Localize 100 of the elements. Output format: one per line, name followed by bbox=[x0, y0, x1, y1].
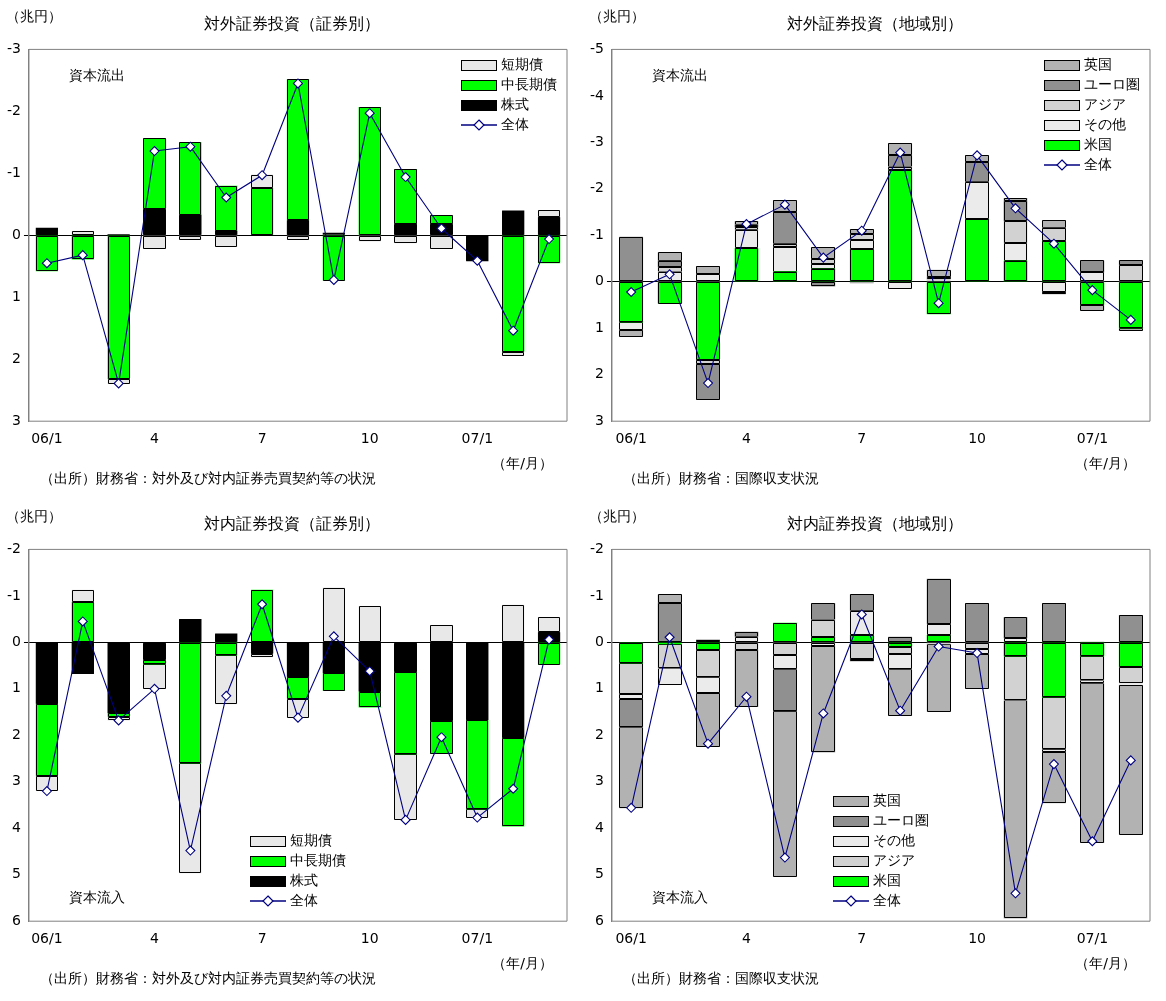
point bbox=[1087, 836, 1098, 847]
y-tick-label: 4 bbox=[595, 818, 605, 835]
legend-label: ユーロ圏 bbox=[872, 812, 929, 831]
legend-label: 全体 bbox=[289, 892, 318, 911]
legend-label: ユーロ圏 bbox=[1084, 76, 1140, 95]
point bbox=[77, 250, 88, 261]
x-axis-title: （年/月） bbox=[1075, 955, 1136, 973]
y-tick-label: -3 bbox=[589, 132, 604, 149]
point bbox=[702, 738, 714, 749]
x-tick-label: 10 bbox=[360, 430, 379, 447]
legend-label: 短期債 bbox=[289, 832, 332, 851]
x-tick-label: 10 bbox=[360, 930, 379, 947]
point bbox=[1048, 759, 1059, 770]
y-tick-label: -5 bbox=[589, 40, 604, 57]
legend-label: 米国 bbox=[1084, 136, 1112, 155]
point bbox=[400, 172, 411, 183]
legend-label: 全体 bbox=[872, 892, 901, 911]
y-tick-label: 5 bbox=[595, 865, 604, 882]
y-tick-label: -1 bbox=[589, 586, 604, 603]
point bbox=[113, 378, 124, 389]
y-tick-label: 3 bbox=[595, 772, 604, 789]
x-tick-label: 7 bbox=[257, 430, 267, 447]
point bbox=[626, 286, 637, 298]
point bbox=[856, 609, 867, 620]
y-tick-label: 0 bbox=[595, 272, 604, 289]
legend-label: 全体 bbox=[1084, 156, 1112, 175]
legend-label: 中長期債 bbox=[501, 76, 557, 95]
text: （出所）財務省：国際収支状況 bbox=[623, 470, 819, 488]
point bbox=[972, 647, 983, 659]
x-tick-label: 7 bbox=[857, 430, 867, 447]
y-tick-label: 1 bbox=[12, 287, 21, 304]
x-tick-label: 4 bbox=[150, 430, 160, 447]
x-tick-label: 7 bbox=[857, 930, 867, 947]
point bbox=[400, 814, 411, 825]
x-tick-label: 4 bbox=[742, 430, 752, 447]
y-tick-label: 2 bbox=[595, 725, 604, 742]
y-tick-label: 6 bbox=[595, 911, 605, 928]
point bbox=[292, 78, 304, 89]
point bbox=[626, 802, 637, 813]
point bbox=[779, 852, 790, 863]
x-tick-label: 06/1 bbox=[615, 430, 647, 447]
annotation: 資本流出 bbox=[68, 67, 125, 86]
y-tick-label: 3 bbox=[595, 411, 604, 428]
y-tick-label: -2 bbox=[6, 102, 21, 119]
point bbox=[328, 274, 339, 285]
point bbox=[508, 325, 519, 336]
x-tick-label: 10 bbox=[968, 430, 986, 447]
x-tick-label: 7 bbox=[257, 930, 267, 947]
y-tick-label: -3 bbox=[6, 40, 21, 57]
y-tick-label: 1 bbox=[595, 318, 604, 335]
point bbox=[185, 141, 196, 152]
point bbox=[292, 712, 304, 723]
annotation: 資本流入 bbox=[68, 889, 125, 908]
chart-title: 対外証券投資（地域別） bbox=[786, 14, 963, 33]
point bbox=[1048, 238, 1059, 249]
text: （出所）財務省：対外及び対内証券売買契約等の状況 bbox=[40, 970, 376, 988]
x-axis-title: （年/月） bbox=[492, 955, 553, 973]
y-tick-label: 6 bbox=[12, 911, 22, 928]
point bbox=[895, 705, 906, 716]
annotation: 資本流出 bbox=[651, 67, 708, 86]
y-tick-label: 2 bbox=[12, 725, 21, 742]
annotation: 資本流入 bbox=[651, 889, 708, 908]
chart-title: 対外証券投資（証券別） bbox=[203, 14, 380, 33]
y-tick-label: -1 bbox=[6, 163, 21, 180]
y-tick-label: -1 bbox=[6, 586, 21, 603]
point bbox=[933, 641, 944, 652]
point bbox=[544, 634, 555, 645]
legend-label: 英国 bbox=[1084, 56, 1112, 75]
y-tick-label: -2 bbox=[6, 540, 21, 557]
point bbox=[472, 812, 483, 823]
point bbox=[1125, 755, 1136, 766]
point bbox=[1125, 314, 1136, 325]
legend-label: 米国 bbox=[872, 872, 901, 891]
y-tick-label: 1 bbox=[595, 679, 604, 696]
y-tick-label: 0 bbox=[595, 632, 604, 649]
legend-label: 中長期債 bbox=[289, 852, 346, 871]
chart-title: 対内証券投資（証券別） bbox=[203, 514, 380, 533]
point bbox=[185, 845, 196, 856]
text: （出所）財務省：対外及び対内証券売買契約等の状況 bbox=[40, 470, 376, 488]
y-tick-label: -4 bbox=[589, 86, 605, 103]
point bbox=[113, 715, 124, 726]
y-tick-label: -2 bbox=[589, 179, 604, 196]
chart-title: 対内証券投資（地域別） bbox=[786, 514, 963, 533]
point bbox=[472, 255, 483, 266]
x-tick-label: 06/1 bbox=[615, 930, 647, 947]
y-tick-label: -1 bbox=[589, 225, 604, 242]
point bbox=[508, 783, 519, 794]
point bbox=[972, 150, 983, 161]
point bbox=[149, 145, 160, 157]
point bbox=[741, 691, 752, 702]
y-tick-label: 3 bbox=[12, 772, 21, 789]
y-tick-label: 0 bbox=[12, 225, 21, 242]
point bbox=[664, 632, 675, 643]
y-tick-label: 5 bbox=[12, 865, 21, 882]
legend-label: 株式 bbox=[501, 96, 529, 115]
y-axis-title: （兆円） bbox=[589, 8, 645, 26]
x-tick-label: 07/1 bbox=[461, 430, 494, 447]
text: （出所）財務省：国際収支状況 bbox=[623, 970, 819, 988]
point bbox=[41, 786, 52, 797]
legend-label: その他 bbox=[1084, 116, 1126, 135]
